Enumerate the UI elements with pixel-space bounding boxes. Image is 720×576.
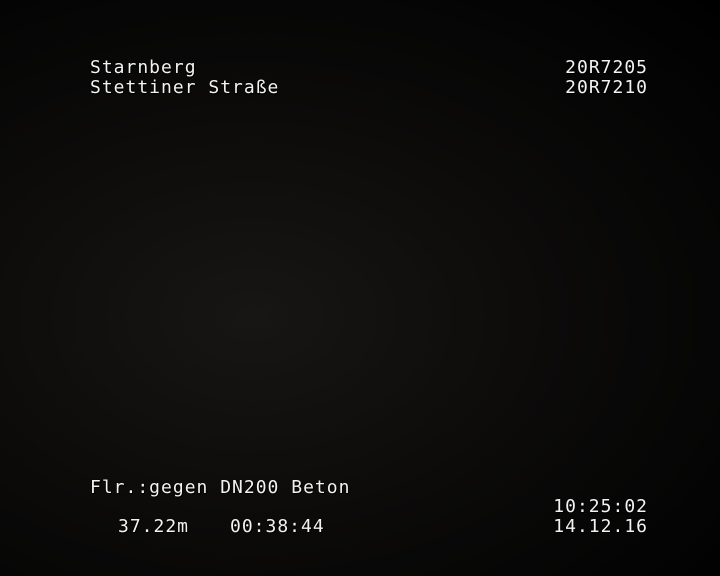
street-text: Stettiner Straße [90, 77, 280, 98]
date-text: 14.12.16 [553, 516, 648, 537]
clock-time: 10:25:02 [553, 496, 648, 517]
observation-text: Flr.:gegen DN200 Beton [90, 477, 351, 498]
location-text: Starnberg [90, 57, 197, 78]
elapsed-time-readout: 00:38:44 [230, 516, 325, 537]
distance-readout: 37.22m [118, 516, 190, 537]
manhole-end-id: 20R7210 [565, 77, 648, 98]
manhole-start-id: 20R7205 [565, 57, 648, 78]
